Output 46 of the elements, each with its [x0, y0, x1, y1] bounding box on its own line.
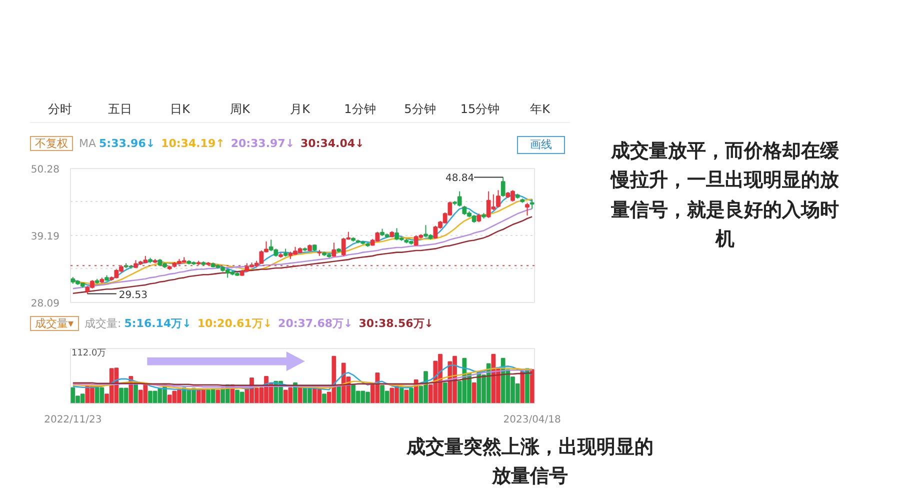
y-tick-label: 28.09: [30, 298, 60, 310]
bar: [322, 394, 326, 404]
bar: [442, 382, 448, 404]
text: 15分钟: [459, 101, 501, 118]
text: 20:37.68万↓: [278, 317, 353, 330]
bar: [399, 388, 404, 404]
text: 分时: [47, 101, 73, 118]
text: 成交量▾: [30, 316, 79, 331]
text: 5:33.96↓: [99, 137, 156, 150]
y-tick-label: 50.28: [30, 164, 60, 176]
legend-title: 成交量:: [84, 317, 122, 330]
text: 成交量突然上涨，出现明显的放量信号: [405, 435, 654, 490]
candlestick: [530, 198, 534, 210]
x-tick-label: 2023/04/18: [503, 414, 561, 426]
x-tick-label: 2022/11/23: [44, 414, 102, 426]
text: 10:34.19↑: [161, 137, 225, 150]
bar: [216, 390, 220, 404]
annotation: 48.84: [445, 173, 474, 184]
legend-title: MA: [79, 137, 96, 150]
bar: [409, 388, 414, 404]
text: 画线: [517, 136, 565, 154]
text: 不复权: [30, 136, 73, 151]
text: 月K: [289, 101, 311, 118]
y-tick-label: 39.19: [30, 231, 60, 242]
bar: [404, 390, 409, 404]
text: 20:33.97↓: [230, 137, 295, 150]
text: 日K: [169, 101, 191, 118]
bar: [134, 382, 138, 404]
text: 30:38.56万↓: [358, 317, 434, 330]
bar: [530, 369, 534, 404]
text: 成交量放平，而价格却在缓慢拉升，一旦出现明显的放量信号，就是良好的入场时机: [610, 139, 840, 252]
text: 五日: [107, 101, 133, 118]
candlestick: [500, 176, 506, 198]
text: 5:16.14万↓: [124, 317, 192, 330]
bar: [472, 382, 476, 404]
text: 年K: [529, 101, 551, 118]
text: 1分钟: [343, 101, 377, 118]
annotation: 29.53: [118, 290, 148, 301]
annotation: 112.0万: [71, 348, 106, 358]
candlestick: [332, 242, 336, 258]
text: 5分钟: [403, 101, 437, 118]
text: 30:34.04↓: [300, 137, 364, 150]
text: 10:20.61万↓: [197, 317, 272, 330]
candlestick: [525, 202, 530, 216]
text: 周K: [229, 101, 251, 118]
bar: [520, 371, 525, 404]
